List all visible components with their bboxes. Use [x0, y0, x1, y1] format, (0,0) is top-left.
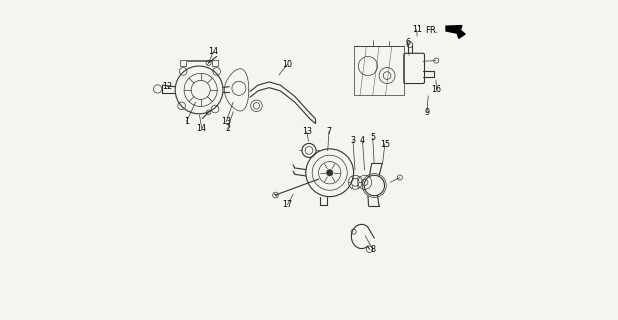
Text: 8: 8 — [370, 245, 375, 254]
Text: 3: 3 — [350, 136, 355, 145]
Text: 4: 4 — [360, 136, 365, 145]
Text: 9: 9 — [425, 108, 430, 117]
Text: 13: 13 — [302, 127, 311, 136]
Text: 15: 15 — [380, 140, 390, 148]
Text: 7: 7 — [326, 127, 332, 136]
Text: 6: 6 — [405, 38, 410, 47]
Text: 14: 14 — [208, 47, 218, 56]
Bar — [354, 46, 404, 95]
Text: 12: 12 — [162, 82, 172, 91]
Text: 10: 10 — [282, 60, 292, 69]
Polygon shape — [446, 26, 465, 38]
Text: 14: 14 — [197, 124, 206, 132]
Text: 17: 17 — [282, 200, 292, 209]
Text: 2: 2 — [225, 124, 231, 132]
Text: 1: 1 — [184, 117, 189, 126]
Text: 13: 13 — [221, 117, 231, 126]
Circle shape — [326, 170, 333, 176]
Text: 11: 11 — [412, 25, 421, 34]
Text: FR.: FR. — [425, 27, 438, 36]
Text: 16: 16 — [431, 85, 441, 94]
Text: 5: 5 — [370, 133, 375, 142]
